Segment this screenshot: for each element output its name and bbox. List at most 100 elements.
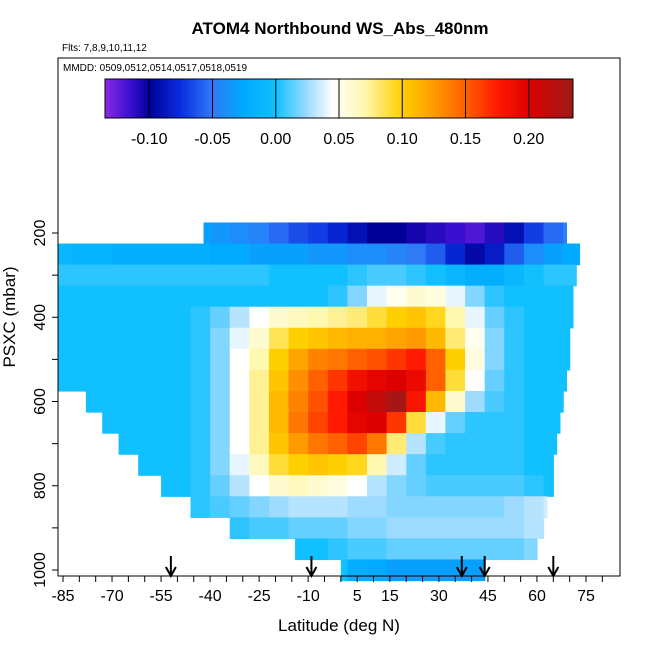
heatmap-cell [465, 222, 486, 245]
heatmap-cell [268, 348, 290, 371]
heatmap-cell [92, 285, 113, 308]
colorbar-swatch [339, 79, 343, 118]
heatmap-cell [386, 348, 407, 371]
heatmap-cell [465, 327, 486, 350]
heatmap-cell [523, 348, 545, 371]
heatmap-cell [347, 538, 368, 561]
heatmap-cell [543, 348, 564, 371]
x-axis: -85 -70 -55 -40 -25 -10 5 15 30 45 60 75 [51, 576, 603, 605]
heatmap-cell [347, 517, 368, 539]
heatmap-cell [151, 390, 172, 413]
heatmap-cell [190, 390, 211, 413]
heatmap-cell [268, 454, 290, 476]
heatmap-cell [366, 348, 388, 371]
colorbar-swatch [253, 79, 257, 118]
heatmap-cell [85, 390, 94, 413]
heatmap-cell [131, 369, 152, 392]
heatmap [58, 222, 581, 582]
heatmap-cell [327, 306, 348, 329]
heatmap-cell [386, 496, 407, 518]
colorbar-swatch [133, 79, 137, 118]
colorbar-swatch [375, 79, 379, 118]
colorbar-swatch [118, 79, 122, 118]
heatmap-cell [138, 454, 152, 476]
colorbar-swatch [409, 79, 413, 118]
heatmap-cell [151, 285, 172, 308]
colorbar-swatch [216, 79, 220, 118]
colorbar-swatch [344, 79, 348, 118]
heatmap-cell [563, 369, 567, 392]
heatmap-cell [386, 454, 407, 476]
heatmap-cell [406, 369, 427, 392]
heatmap-cell [484, 454, 505, 476]
heatmap-cell [112, 369, 133, 392]
heatmap-cell [151, 369, 172, 392]
heatmap-cell [504, 433, 525, 455]
heatmap-cell [268, 306, 290, 329]
heatmap-cell [210, 496, 231, 518]
heatmap-cell [543, 306, 564, 329]
colorbar-swatch [474, 79, 478, 118]
heatmap-cell [386, 306, 407, 329]
heatmap-cell [249, 433, 270, 455]
colorbar-swatch [255, 79, 259, 118]
colorbar-swatch [294, 79, 298, 118]
colorbar-swatch [557, 79, 561, 118]
heatmap-cell [268, 496, 290, 518]
heatmap-cell [112, 285, 133, 308]
heatmap-cell [445, 433, 466, 455]
heatmap-cell [465, 517, 486, 539]
heatmap-cell [151, 433, 172, 455]
heatmap-cell [249, 327, 270, 350]
heatmap-cell [190, 369, 211, 392]
heatmap-cell [347, 433, 368, 455]
colorbar-swatch [245, 79, 249, 118]
heatmap-cell [102, 412, 113, 434]
colorbar-swatch [385, 79, 389, 118]
colorbar-swatch [414, 79, 418, 118]
heatmap-cell [504, 496, 525, 518]
heatmap-cell [366, 454, 388, 476]
heatmap-cell [170, 327, 192, 350]
heatmap-cell [543, 264, 564, 287]
heatmap-cell [504, 327, 525, 350]
heatmap-cell [151, 412, 172, 434]
heatmap-cell [249, 390, 270, 413]
colorbar-swatch [461, 79, 465, 118]
y-tick-label: 600 [32, 388, 49, 415]
heatmap-cell [504, 306, 525, 329]
colorbar-swatch [510, 79, 514, 118]
heatmap-cell [210, 475, 231, 497]
colorbar-tick-label: 0.05 [323, 131, 354, 148]
heatmap-cell [229, 348, 250, 371]
heatmap-cell [210, 327, 231, 350]
heatmap-cell [484, 264, 505, 287]
heatmap-cell [308, 348, 329, 371]
heatmap-cell [445, 306, 466, 329]
colorbar-swatch [443, 79, 447, 118]
heatmap-cell [268, 517, 290, 539]
heatmap-cell [327, 222, 348, 245]
heatmap-cell [406, 433, 427, 455]
heatmap-cell [308, 517, 329, 539]
x-tick-label: 5 [353, 588, 362, 605]
heatmap-cell [229, 369, 250, 392]
colorbar-swatch [352, 79, 356, 118]
heatmap-cell [308, 285, 329, 308]
colorbar-swatch [201, 79, 205, 118]
y-axis-title: PSXC (mbar) [0, 266, 19, 367]
heatmap-cell [58, 264, 74, 287]
heatmap-cell [308, 496, 329, 518]
heatmap-cell [543, 390, 564, 413]
colorbar-swatch [167, 79, 171, 118]
heatmap-cell [131, 306, 152, 329]
heatmap-cell [92, 327, 113, 350]
colorbar-swatch [328, 79, 332, 118]
heatmap-cell [347, 412, 368, 434]
heatmap-cell [229, 496, 250, 518]
heatmap-cell [425, 496, 447, 518]
colorbar-swatch [406, 79, 410, 118]
colorbar-swatch [164, 79, 168, 118]
colorbar-swatch [346, 79, 350, 118]
heatmap-cell [425, 559, 447, 582]
